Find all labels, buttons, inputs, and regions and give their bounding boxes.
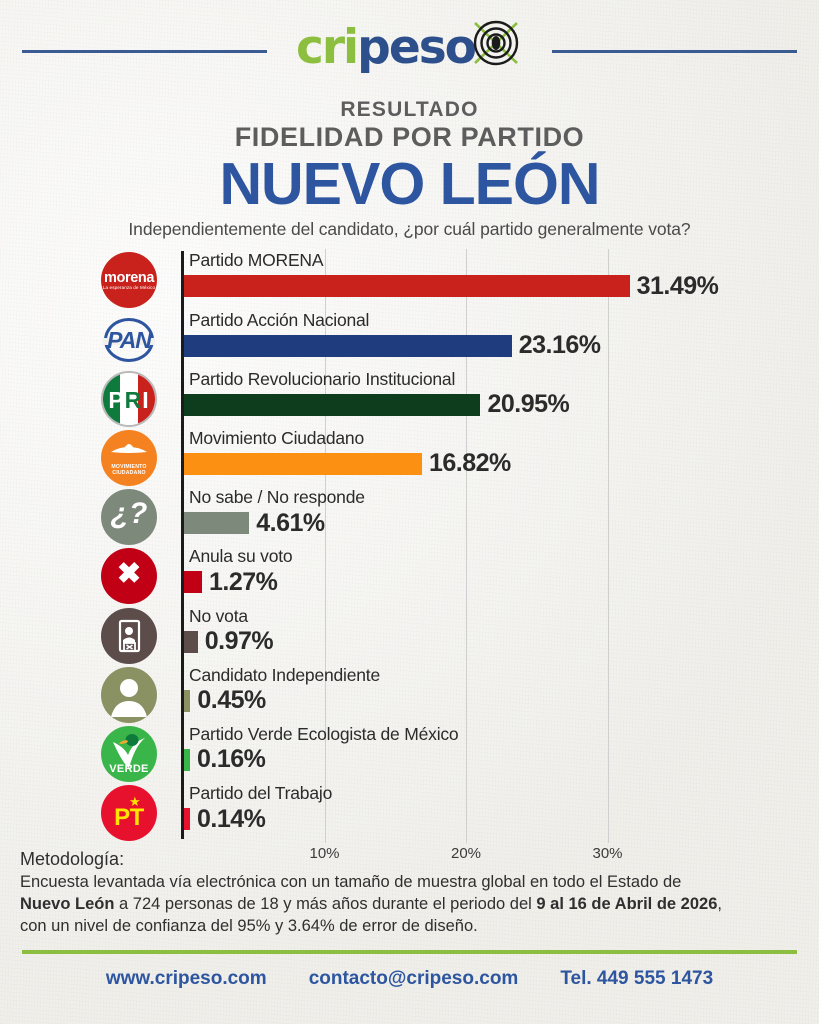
x-tick-label: 10% [309, 845, 340, 863]
row-bar-group: 1.27% [184, 568, 278, 596]
chart-row: VERDE Partido Verde Ecologista de México … [0, 723, 819, 782]
result-heading: RESULTADO FIDELIDAD POR PARTIDO [0, 98, 819, 152]
row-bar-group: 0.97% [184, 627, 274, 655]
footer: www.cripeso.com contacto@cripeso.com Tel… [0, 968, 819, 990]
state-title: NUEVO LEÓN [219, 150, 600, 217]
gridline-10 [324, 249, 326, 844]
row-bar-group: 0.14% [184, 805, 266, 833]
row-value: 23.16% [518, 331, 601, 360]
morena-logo-icon: morena La esperanza de México [101, 252, 157, 309]
person-silhouette-icon [101, 666, 157, 723]
bar-chart: morena La esperanza de México Partido MOR… [0, 249, 819, 862]
chart-row: Candidato Independiente 0.45% [0, 664, 819, 723]
row-label: No vota [189, 605, 248, 626]
row-value: 4.61% [256, 508, 325, 537]
methodology-sample: a 724 personas de 18 y más años durante … [114, 895, 537, 914]
row-value: 16.82% [429, 449, 511, 478]
chart-row: morena La esperanza de México Partido MOR… [0, 249, 819, 309]
methodology-comma: , [717, 895, 722, 914]
pan-logo-icon: PAN [101, 312, 157, 368]
row-label: Partido Revolucionario Institucional [189, 368, 456, 389]
survey-question: Independientemente del candidato, ¿por c… [128, 219, 691, 240]
row-bar-group: 20.95% [184, 390, 570, 418]
gridline-20 [466, 249, 467, 844]
chart-row: No vota 0.97% [0, 605, 819, 664]
row-bar-group: 4.61% [184, 509, 325, 537]
ballot-crossed-icon [101, 607, 157, 664]
x-mark-icon: ✖ [101, 548, 157, 605]
footer-website[interactable]: www.cripeso.com [105, 968, 267, 990]
brand-logo-prefix: cri [296, 20, 359, 75]
row-bar-group: 0.45% [184, 686, 266, 714]
chart-row: ¿? No sabe / No responde 4.61% [0, 486, 819, 546]
row-bar-group: 31.49% [184, 272, 719, 300]
methodology: Metodología: Encuesta levantada vía elec… [20, 848, 799, 938]
row-bar [184, 512, 250, 535]
row-bar [184, 689, 191, 712]
brand-logo: cripeso [0, 16, 819, 78]
row-value: 20.95% [487, 390, 570, 419]
pri-logo-icon: PRI [101, 370, 157, 427]
header: cripeso [0, 0, 819, 92]
header-rule-left [22, 50, 267, 53]
radar-target-icon [469, 16, 523, 78]
question-mark-icon: ¿? [101, 489, 157, 546]
chart-gridlines [183, 249, 801, 844]
row-value: 0.45% [197, 686, 266, 715]
methodology-state: Nuevo León [20, 895, 115, 914]
row-bar [184, 275, 630, 298]
chart-row: PAN Partido Acción Nacional 23.16% [0, 309, 819, 368]
footer-phone: Tel. 449 555 1473 [560, 968, 714, 990]
methodology-period: 9 al 16 de Abril de 2026 [536, 895, 718, 914]
row-label: No sabe / No responde [189, 487, 365, 508]
row-label: Candidato Independiente [189, 664, 380, 685]
row-value: 31.49% [636, 271, 719, 300]
gridline-30 [607, 249, 609, 844]
chart-y-axis [181, 251, 184, 840]
row-bar-group: 23.16% [184, 331, 601, 359]
brand-logo-suffix: peso [357, 20, 477, 75]
x-tick-label: 20% [450, 845, 482, 863]
chart-x-axis-labels: 10% 20% 30% [0, 845, 819, 867]
header-rule-right [552, 50, 797, 53]
methodology-line1: Encuesta levantada vía electrónica con u… [20, 873, 682, 892]
methodology-line2: Nuevo León a 724 personas de 18 y más añ… [20, 894, 799, 916]
row-label: Movimiento Ciudadano [189, 427, 364, 448]
chart-row: MOVIMIENTO CIUDADANO Movimiento Ciudadano… [0, 427, 819, 486]
pvem-logo-icon: VERDE [101, 725, 157, 782]
row-bar [184, 748, 190, 771]
row-label: Anula su voto [189, 546, 293, 567]
row-bar [184, 334, 512, 357]
chart-row: PRI Partido Revolucionario Institucional … [0, 368, 819, 427]
footer-rule [22, 950, 797, 955]
row-label: Partido del Trabajo [189, 783, 333, 804]
row-bar [184, 393, 481, 416]
row-label: Partido MORENA [189, 250, 324, 271]
row-value: 0.14% [197, 804, 266, 833]
pt-logo-icon: ★ PT [101, 785, 157, 842]
row-value: 0.97% [204, 627, 274, 655]
row-bar [184, 808, 190, 831]
result-heading-line1: RESULTADO [340, 98, 479, 121]
x-tick-label: 30% [592, 845, 623, 863]
result-heading-line2: FIDELIDAD POR PARTIDO [234, 121, 585, 152]
row-bar [184, 452, 422, 475]
chart-rows: morena La esperanza de México Partido MOR… [0, 249, 819, 842]
row-bar-group: 0.16% [184, 745, 266, 773]
row-value: 0.16% [197, 745, 266, 774]
chart-row: ★ PT Partido del Trabajo 0.14% [0, 782, 819, 842]
row-value: 1.27% [208, 567, 278, 596]
movimiento-ciudadano-logo-icon: MOVIMIENTO CIUDADANO [101, 429, 157, 486]
methodology-line3: con un nivel de confianza del 95% y 3.64… [20, 917, 478, 936]
row-label: Partido Verde Ecologista de México [189, 723, 459, 744]
footer-email[interactable]: contacto@cripeso.com [308, 968, 519, 990]
row-bar [184, 630, 198, 653]
row-label: Partido Acción Nacional [189, 309, 370, 330]
row-bar [184, 571, 202, 594]
row-bar-group: 16.82% [184, 449, 511, 477]
methodology-heading: Metodología: [20, 849, 125, 870]
chart-row: ✖ Anula su voto 1.27% [0, 545, 819, 605]
